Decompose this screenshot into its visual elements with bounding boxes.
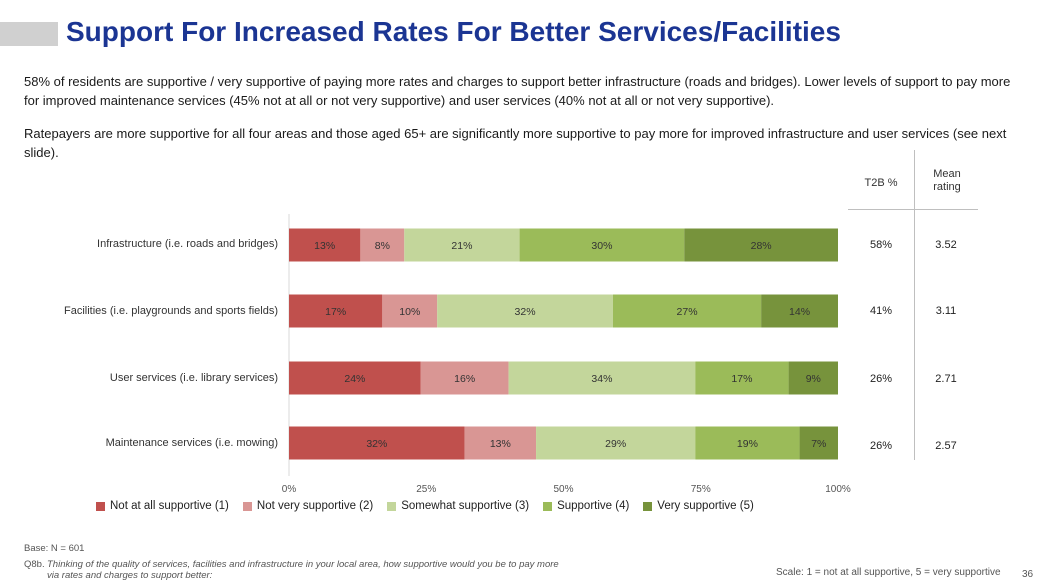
bar-segment bbox=[799, 426, 838, 460]
mean-value: 2.57 bbox=[935, 440, 957, 452]
bar-segment bbox=[695, 426, 800, 460]
bar-segment bbox=[289, 228, 361, 262]
legend-label: Not very supportive (2) bbox=[256, 500, 374, 512]
category-label: User services (i.e. library services) bbox=[109, 372, 278, 384]
summary-paragraph-1: 58% of residents are supportive / very s… bbox=[24, 74, 1011, 108]
legend-swatch bbox=[387, 501, 397, 511]
x-tick-label: 25% bbox=[416, 484, 436, 495]
legend-label: Supportive (4) bbox=[557, 500, 630, 512]
t2b-value: 26% bbox=[869, 440, 893, 452]
t2b-header: T2B % bbox=[864, 177, 898, 189]
bar-value-label: 16% bbox=[454, 373, 475, 385]
mean-value: 2.71 bbox=[935, 373, 957, 385]
mean-rating-header: Mean rating bbox=[933, 168, 961, 193]
legend-label: Somewhat supportive (3) bbox=[401, 500, 530, 512]
t2b-value: 58% bbox=[869, 239, 893, 251]
bar-segment bbox=[519, 228, 685, 262]
bar-value-label: 17% bbox=[325, 306, 346, 318]
bar-segment bbox=[289, 426, 465, 460]
legend-item: Very supportive (5) bbox=[643, 500, 754, 512]
bar-value-label: 32% bbox=[515, 306, 536, 318]
bar-segment bbox=[612, 294, 762, 328]
x-tick-label: 0% bbox=[282, 484, 297, 495]
bar-value-label: 10% bbox=[399, 306, 420, 318]
bar-value-label: 13% bbox=[490, 438, 511, 450]
bar-value-label: 27% bbox=[677, 306, 698, 318]
mean-value: 3.11 bbox=[935, 305, 957, 317]
category-label: Infrastructure (i.e. roads and bridges) bbox=[97, 238, 278, 250]
legend-label: Not at all supportive (1) bbox=[110, 500, 229, 512]
bar-value-label: 28% bbox=[751, 240, 772, 252]
bar-segment bbox=[536, 426, 696, 460]
x-tick-label: 75% bbox=[691, 484, 711, 495]
legend-item: Supportive (4) bbox=[543, 500, 629, 512]
bar-segment bbox=[289, 294, 383, 328]
legend-swatch bbox=[643, 501, 653, 511]
question-text: Thinking of the quality of services, fac… bbox=[47, 559, 559, 581]
x-tick-label: 50% bbox=[553, 484, 573, 495]
legend-label: Very supportive (5) bbox=[657, 500, 754, 512]
table-divider-horizontal bbox=[848, 209, 978, 210]
category-label: Facilities (i.e. playgrounds and sports … bbox=[64, 305, 278, 317]
bar-value-label: 21% bbox=[451, 240, 472, 252]
bar-segment bbox=[404, 228, 520, 262]
bar-segment bbox=[289, 361, 421, 395]
bar-value-label: 29% bbox=[605, 438, 626, 450]
bar-value-label: 9% bbox=[806, 373, 821, 385]
bar-value-label: 8% bbox=[375, 240, 390, 252]
category-label: Maintenance services (i.e. mowing) bbox=[105, 437, 278, 449]
bar-segment bbox=[508, 361, 696, 395]
slide-title: Support For Increased Rates For Better S… bbox=[66, 16, 841, 47]
bar-segment bbox=[684, 228, 838, 262]
bar-segment bbox=[382, 294, 438, 328]
bar-segment bbox=[360, 228, 405, 262]
legend-item: Not at all supportive (1) bbox=[96, 500, 229, 512]
legend-swatch bbox=[96, 501, 105, 511]
bar-value-label: 24% bbox=[344, 373, 365, 385]
legend-swatch bbox=[543, 501, 553, 511]
t2b-value: 26% bbox=[869, 373, 893, 385]
x-tick-label: 100% bbox=[825, 484, 851, 495]
title-accent-bar bbox=[0, 22, 58, 46]
mean-value: 3.52 bbox=[935, 239, 957, 251]
base-note: Base: N = 601 bbox=[24, 543, 85, 554]
bar-segment bbox=[761, 294, 838, 328]
table-divider-vertical bbox=[914, 150, 915, 460]
bar-segment bbox=[695, 361, 789, 395]
bar-value-label: 17% bbox=[731, 373, 752, 385]
chart-legend: Not at all supportive (1) Not very suppo… bbox=[96, 500, 754, 512]
bar-segment bbox=[437, 294, 613, 328]
summary-paragraph-2: Ratepayers are more supportive for all f… bbox=[24, 126, 1007, 160]
bar-value-label: 34% bbox=[591, 373, 612, 385]
scale-note: Scale: 1 = not at all supportive, 5 = ve… bbox=[776, 567, 1001, 578]
bar-segment bbox=[464, 426, 537, 460]
legend-item: Not very supportive (2) bbox=[242, 500, 374, 512]
bar-segment bbox=[788, 361, 838, 395]
t2b-value: 41% bbox=[869, 305, 893, 317]
bar-value-label: 19% bbox=[737, 438, 758, 450]
bar-value-label: 13% bbox=[314, 240, 335, 252]
bar-value-label: 30% bbox=[591, 240, 612, 252]
page-number: 36 bbox=[1022, 569, 1034, 580]
bar-value-label: 7% bbox=[811, 438, 826, 450]
legend-item: Somewhat supportive (3) bbox=[387, 500, 529, 512]
bar-value-label: 14% bbox=[789, 306, 810, 318]
bar-segment bbox=[420, 361, 509, 395]
bar-value-label: 32% bbox=[366, 438, 387, 450]
legend-swatch bbox=[242, 501, 252, 511]
question-code: Q8b. bbox=[24, 559, 45, 570]
